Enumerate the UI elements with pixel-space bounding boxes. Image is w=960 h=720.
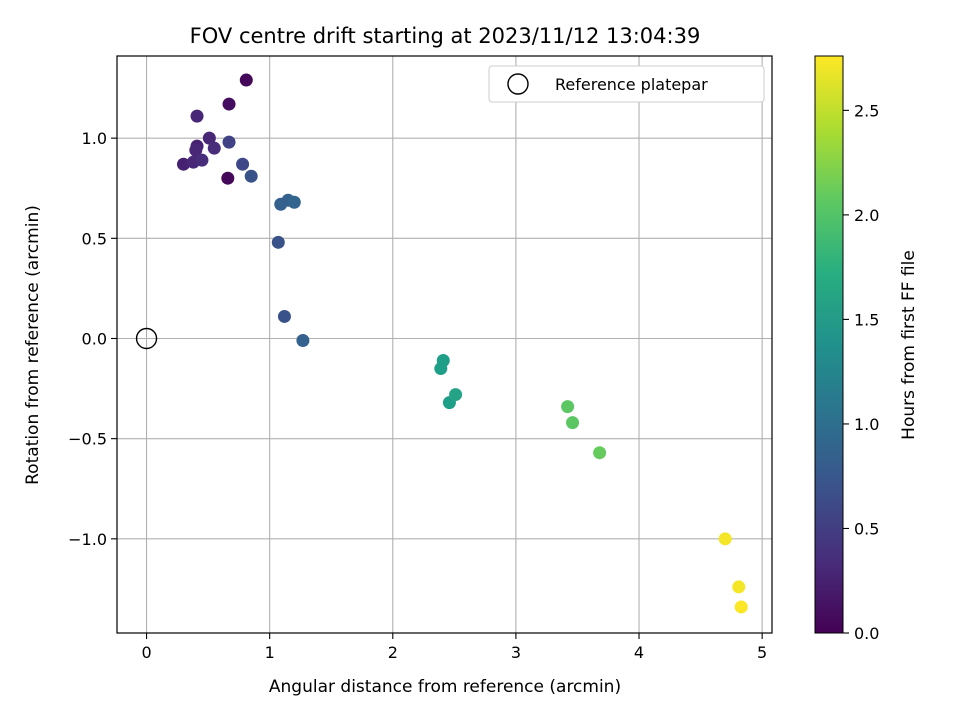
legend-marker-reference (507, 73, 529, 95)
scatter-point (236, 157, 250, 171)
scatter-point (189, 143, 203, 157)
scatter-point (277, 309, 291, 323)
scatter-point (561, 400, 575, 414)
x-tick-label: 0 (141, 643, 151, 662)
colorbar-tick-label: 0.0 (854, 624, 879, 643)
x-axis-label: Angular distance from reference (arcmin) (269, 677, 621, 697)
colorbar-tick-label: 1.5 (854, 310, 879, 329)
chart-title: FOV centre drift starting at 2023/11/12 … (190, 24, 701, 48)
scatter-point (287, 195, 301, 209)
colorbar-tick-label: 2.5 (854, 101, 879, 120)
colorbar-frame (814, 55, 844, 634)
legend: Reference platepar (488, 65, 765, 103)
scatter-point (202, 131, 216, 145)
scatter-point (718, 532, 732, 546)
reference-platepar-marker (135, 327, 158, 350)
y-tick-label: 1.0 (82, 129, 107, 148)
scatter-point (221, 171, 235, 185)
scatter-point (239, 73, 253, 87)
colorbar-label: Hours from first FF file (899, 250, 919, 440)
y-axis-label: Rotation from reference (arcmin) (23, 205, 43, 485)
data-points (176, 73, 748, 614)
scatter-point (195, 153, 209, 167)
scatter-point (434, 362, 448, 376)
scatter-point (176, 157, 190, 171)
scatter-point (593, 446, 607, 460)
reference-marker-layer (135, 327, 158, 350)
y-tick-label: −1.0 (68, 530, 107, 549)
legend-box (488, 65, 765, 103)
y-tick-label: −0.5 (68, 430, 107, 449)
legend-label-reference: Reference platepar (555, 75, 708, 94)
scatter-point (734, 600, 748, 614)
scatter-point (566, 416, 580, 430)
colorbar-gradient (815, 56, 843, 633)
colorbar-tick-label: 2.0 (854, 206, 879, 225)
scatter-point (296, 333, 310, 347)
scatter-point (732, 580, 746, 594)
y-tick-label: 0.0 (82, 329, 107, 348)
colorbar-tick-label: 1.0 (854, 415, 879, 434)
x-tick-label: 5 (757, 643, 767, 662)
scatter-point (449, 388, 463, 402)
scatter-point (222, 97, 236, 111)
scatter-point (222, 135, 236, 149)
x-tick-label: 1 (265, 643, 275, 662)
x-tick-label: 2 (388, 643, 398, 662)
y-axis-ticks: −1.0 −0.5 0.0 0.5 1.0 (68, 129, 117, 549)
scatter-point (207, 141, 221, 155)
colorbar: 0.0 0.5 1.0 1.5 2.0 2.5 Hours from first FF f… (814, 55, 919, 643)
plot-frame (116, 55, 773, 634)
scatter-point (271, 235, 285, 249)
colorbar-tick-label: 0.5 (854, 519, 879, 538)
colorbar-ticks: 0.0 0.5 1.0 1.5 2.0 2.5 (843, 101, 879, 643)
scatter-point (190, 109, 204, 123)
x-axis-ticks: 0 1 2 3 4 5 (141, 633, 767, 662)
y-tick-label: 0.5 (82, 229, 107, 248)
x-tick-label: 4 (634, 643, 644, 662)
x-tick-label: 3 (511, 643, 521, 662)
scatter-point (244, 169, 258, 183)
